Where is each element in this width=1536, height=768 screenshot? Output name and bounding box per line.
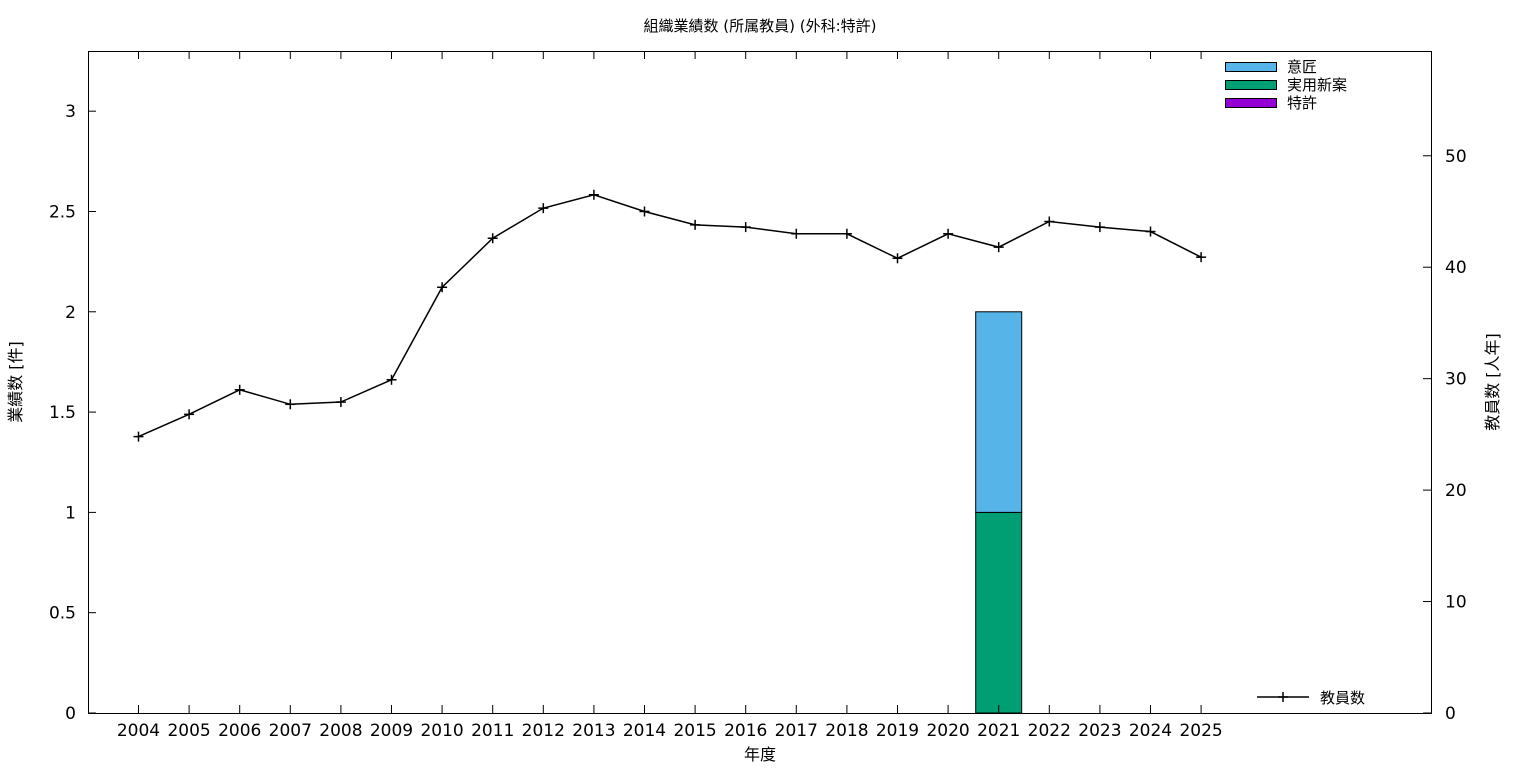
staff-point	[437, 282, 448, 293]
x-tick-label: 2013	[572, 721, 615, 741]
x-tick-label: 2018	[825, 721, 868, 741]
x-tick-label: 2021	[977, 721, 1020, 741]
x-tick-label: 2009	[370, 721, 413, 741]
left-tick-label: 2	[65, 303, 76, 323]
staff-point	[740, 222, 751, 233]
legend-swatch	[1225, 62, 1277, 72]
staff-point	[1145, 226, 1156, 237]
x-tick-label: 2012	[522, 721, 565, 741]
staff-point	[1196, 252, 1207, 263]
x-tick-label: 2019	[876, 721, 919, 741]
right-tick-label: 20	[1445, 481, 1467, 501]
x-tick-label: 2006	[218, 721, 261, 741]
bar-segment	[975, 511, 1023, 714]
x-tick-label: 2017	[775, 721, 818, 741]
staff-point	[690, 219, 701, 230]
line-layer	[133, 189, 1207, 442]
legend-label: 教員数	[1320, 689, 1365, 707]
x-tick-label: 2023	[1078, 721, 1121, 741]
bar-segment	[975, 311, 1023, 513]
axes-layer: 2004 2005 2006 2007 2008 2009 2010 2011 2012 2013…	[49, 51, 1467, 741]
left-tick-label: 1.5	[49, 403, 76, 423]
staff-point	[1094, 222, 1105, 233]
right-tick-label: 50	[1445, 147, 1467, 167]
legend-swatch	[1225, 80, 1277, 90]
left-axis-label: 業績数 [件]	[6, 341, 25, 423]
legend-label: 特許	[1287, 94, 1317, 112]
x-tick-label: 2022	[1028, 721, 1071, 741]
legend-swatch	[1225, 98, 1277, 108]
staff-point	[791, 228, 802, 239]
staff-point	[588, 189, 599, 200]
staff-point	[639, 206, 650, 217]
x-tick-label: 2007	[269, 721, 312, 741]
left-tick-label: 3	[65, 102, 76, 122]
staff-point	[335, 397, 346, 408]
x-tick-label: 2016	[724, 721, 767, 741]
staff-point	[184, 409, 195, 420]
x-tick-label: 2008	[319, 721, 362, 741]
staff-point	[538, 203, 549, 214]
x-axis-label: 年度	[744, 745, 776, 764]
staff-line	[138, 193, 1202, 438]
x-tick-label: 2024	[1129, 721, 1172, 741]
staff-point	[234, 384, 245, 395]
right-tick-label: 30	[1445, 370, 1467, 390]
chart-title: 組織業績数 (所属教員) (外科:特許)	[644, 17, 877, 35]
line-legend: 教員数	[1257, 689, 1365, 707]
right-tick-label: 10	[1445, 593, 1467, 613]
x-tick-label: 2011	[471, 721, 514, 741]
right-axis-label: 教員数 [人年]	[1483, 333, 1502, 431]
staff-point	[1044, 216, 1055, 227]
staff-point	[993, 242, 1004, 253]
left-tick-label: 0.5	[49, 604, 76, 624]
x-tick-label: 2014	[623, 721, 666, 741]
legend-label: 実用新案	[1287, 76, 1347, 94]
right-tick-label: 0	[1445, 704, 1456, 724]
staff-point	[386, 374, 397, 385]
left-tick-label: 0	[65, 704, 76, 724]
x-tick-label: 2025	[1179, 721, 1222, 741]
staff-point	[841, 228, 852, 239]
staff-point	[133, 431, 144, 442]
x-tick-label: 2020	[926, 721, 969, 741]
plot-frame	[88, 51, 1432, 714]
x-tick-label: 2010	[420, 721, 463, 741]
staff-point	[943, 228, 954, 239]
right-tick-label: 40	[1445, 258, 1467, 278]
staff-point	[285, 399, 296, 410]
staff-point	[892, 253, 903, 264]
left-tick-label: 1	[65, 503, 76, 523]
staff-point	[487, 233, 498, 244]
x-tick-label: 2015	[673, 721, 716, 741]
x-tick-label: 2005	[167, 721, 210, 741]
x-tick-label: 2004	[117, 721, 160, 741]
left-tick-label: 2.5	[49, 202, 76, 222]
bars-layer	[975, 311, 1023, 714]
legend-label: 意匠	[1287, 58, 1317, 76]
